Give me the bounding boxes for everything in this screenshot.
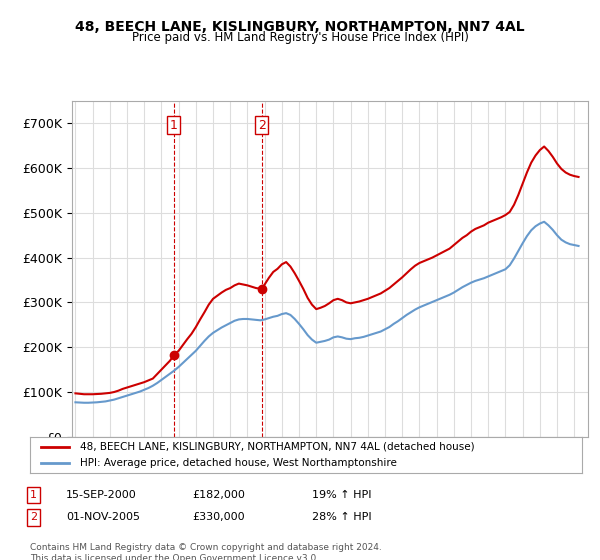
Text: 1: 1: [30, 490, 37, 500]
Text: HPI: Average price, detached house, West Northamptonshire: HPI: Average price, detached house, West…: [80, 458, 397, 468]
Text: £330,000: £330,000: [192, 512, 245, 522]
Text: 2: 2: [258, 119, 266, 132]
Text: £182,000: £182,000: [192, 490, 245, 500]
Text: Contains HM Land Registry data © Crown copyright and database right 2024.
This d: Contains HM Land Registry data © Crown c…: [30, 543, 382, 560]
Text: 48, BEECH LANE, KISLINGBURY, NORTHAMPTON, NN7 4AL (detached house): 48, BEECH LANE, KISLINGBURY, NORTHAMPTON…: [80, 442, 475, 452]
Text: 48, BEECH LANE, KISLINGBURY, NORTHAMPTON, NN7 4AL: 48, BEECH LANE, KISLINGBURY, NORTHAMPTON…: [75, 20, 525, 34]
Text: 1: 1: [170, 119, 178, 132]
Text: 2: 2: [30, 512, 37, 522]
Text: 28% ↑ HPI: 28% ↑ HPI: [312, 512, 371, 522]
Text: 01-NOV-2005: 01-NOV-2005: [66, 512, 140, 522]
Text: 19% ↑ HPI: 19% ↑ HPI: [312, 490, 371, 500]
Text: Price paid vs. HM Land Registry's House Price Index (HPI): Price paid vs. HM Land Registry's House …: [131, 31, 469, 44]
Text: 15-SEP-2000: 15-SEP-2000: [66, 490, 137, 500]
